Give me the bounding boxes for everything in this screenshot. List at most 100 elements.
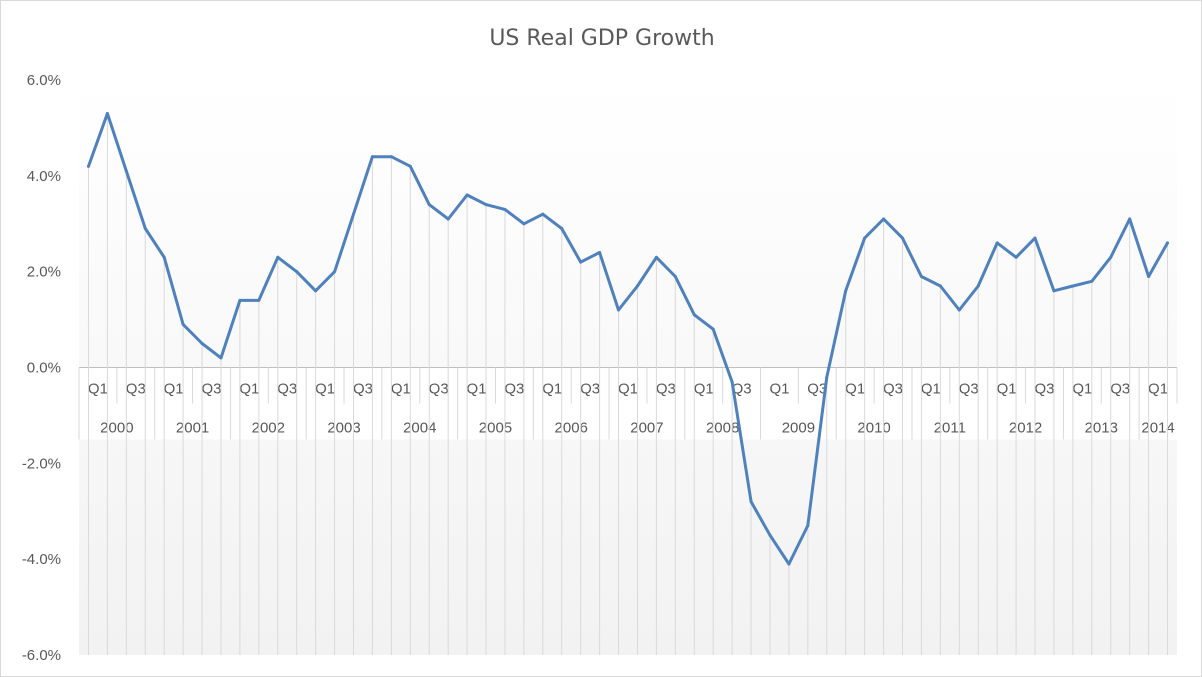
data-point bbox=[389, 155, 393, 159]
quarter-label: Q1 bbox=[997, 381, 1017, 398]
data-point bbox=[238, 298, 242, 302]
quarter-label: Q1 bbox=[542, 381, 562, 398]
quarter-label: Q1 bbox=[694, 381, 714, 398]
data-point bbox=[579, 260, 583, 264]
data-point bbox=[314, 289, 318, 293]
year-label: 2010 bbox=[857, 420, 890, 437]
y-tick-label: -6.0% bbox=[22, 647, 61, 664]
year-label: 2013 bbox=[1085, 420, 1118, 437]
data-point bbox=[617, 308, 621, 312]
data-point bbox=[1071, 284, 1075, 288]
quarter-label: Q3 bbox=[126, 381, 146, 398]
data-point bbox=[882, 217, 886, 221]
data-point bbox=[181, 322, 185, 326]
quarter-label: Q1 bbox=[618, 381, 638, 398]
data-point bbox=[446, 217, 450, 221]
data-point bbox=[124, 169, 128, 173]
year-label: 2001 bbox=[176, 420, 209, 437]
data-point bbox=[749, 500, 753, 504]
data-point bbox=[673, 274, 677, 278]
data-point bbox=[257, 298, 261, 302]
year-label: 2000 bbox=[100, 420, 133, 437]
quarter-label: Q1 bbox=[921, 381, 941, 398]
data-point bbox=[844, 289, 848, 293]
data-point bbox=[1109, 255, 1113, 259]
data-point bbox=[768, 533, 772, 537]
data-point bbox=[1014, 255, 1018, 259]
data-point bbox=[503, 207, 507, 211]
data-point bbox=[427, 203, 431, 207]
year-label: 2009 bbox=[782, 420, 815, 437]
data-point bbox=[654, 255, 658, 259]
y-tick-label: 2.0% bbox=[27, 264, 61, 281]
data-point bbox=[957, 308, 961, 312]
year-label: 2005 bbox=[479, 420, 512, 437]
quarter-label: Q1 bbox=[769, 381, 789, 398]
data-point bbox=[863, 236, 867, 240]
data-point bbox=[1128, 217, 1132, 221]
y-tick-label: 6.0% bbox=[27, 72, 61, 89]
y-tick-label: 4.0% bbox=[27, 168, 61, 185]
quarter-label: Q3 bbox=[202, 381, 222, 398]
year-label: 2004 bbox=[403, 420, 436, 437]
data-point bbox=[711, 327, 715, 331]
year-label: 2002 bbox=[252, 420, 285, 437]
data-point bbox=[1090, 279, 1094, 283]
quarter-label: Q1 bbox=[391, 381, 411, 398]
axis-layer: 6.0% 4.0% 2.0% 0.0% -2.0% -4.0% -6.0% Q1 Q3 Q1 Q3 Q… bbox=[22, 72, 1178, 664]
data-point bbox=[484, 203, 488, 207]
quarter-label: Q1 bbox=[467, 381, 487, 398]
data-point bbox=[825, 375, 829, 379]
quarter-label: Q3 bbox=[277, 381, 297, 398]
year-label: 2003 bbox=[327, 420, 360, 437]
data-point bbox=[919, 274, 923, 278]
quarter-label: Q3 bbox=[1110, 381, 1130, 398]
year-label: 2012 bbox=[1009, 420, 1042, 437]
data-point bbox=[541, 212, 545, 216]
series-line-gdp-growth bbox=[87, 112, 1169, 566]
data-point bbox=[370, 155, 374, 159]
data-point bbox=[86, 164, 90, 168]
quarter-label: Q1 bbox=[315, 381, 335, 398]
year-label: 2011 bbox=[934, 420, 966, 437]
data-point bbox=[901, 236, 904, 240]
data-point bbox=[276, 255, 280, 259]
data-point bbox=[598, 251, 602, 254]
data-point bbox=[522, 222, 526, 226]
data-point bbox=[938, 284, 942, 288]
quarter-label: Q1 bbox=[1072, 381, 1092, 398]
quarter-label: Q1 bbox=[164, 381, 184, 398]
data-point bbox=[730, 380, 734, 384]
quarter-label: Q3 bbox=[429, 381, 449, 398]
data-point bbox=[333, 270, 337, 274]
quarter-label: Q3 bbox=[656, 381, 676, 398]
data-point bbox=[105, 112, 109, 116]
data-point bbox=[692, 313, 696, 317]
y-tick-label: 0.0% bbox=[27, 360, 61, 377]
quarter-label: Q3 bbox=[732, 381, 752, 398]
year-label: 2014 bbox=[1141, 420, 1174, 437]
year-label: 2008 bbox=[706, 420, 739, 437]
data-point bbox=[635, 284, 639, 288]
data-point bbox=[806, 524, 810, 528]
data-point bbox=[976, 284, 980, 288]
category-axis-band bbox=[79, 367, 1177, 440]
quarter-label: Q3 bbox=[353, 381, 373, 398]
year-label: 2006 bbox=[555, 420, 588, 437]
data-point bbox=[787, 562, 791, 566]
drop-line-layer bbox=[87, 113, 1169, 655]
data-point bbox=[560, 227, 564, 231]
data-point bbox=[408, 164, 412, 168]
quarter-label: Q3 bbox=[959, 381, 979, 398]
data-point bbox=[295, 270, 299, 274]
quarter-label: Q3 bbox=[1034, 381, 1054, 398]
quarter-label: Q1 bbox=[845, 381, 865, 398]
quarter-label: Q3 bbox=[504, 381, 524, 398]
quarter-label: Q3 bbox=[883, 381, 903, 398]
data-point bbox=[995, 241, 999, 245]
data-point bbox=[143, 227, 147, 231]
quarter-label: Q3 bbox=[807, 381, 827, 398]
y-tick-label: -2.0% bbox=[22, 455, 61, 472]
data-point bbox=[1033, 236, 1037, 240]
